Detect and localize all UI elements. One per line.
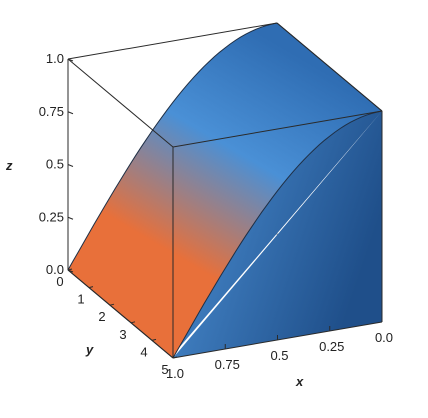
x-axis-title: x xyxy=(295,374,304,389)
x-tick-label: 1.0 xyxy=(166,366,184,381)
box-edge xyxy=(276,22,383,112)
z-tick-label: 0.0 xyxy=(46,262,64,277)
z-tick xyxy=(67,216,74,220)
y-tick xyxy=(67,268,73,271)
y-tick-label: 0 xyxy=(56,274,63,289)
surface xyxy=(67,22,383,359)
x-tick-label: 0.0 xyxy=(375,330,393,345)
z-tick xyxy=(67,58,74,62)
y-tick-label: 4 xyxy=(140,344,147,359)
x-tick-label: 0.5 xyxy=(270,348,288,363)
y-tick xyxy=(130,321,136,324)
z-axis-title: z xyxy=(5,158,13,173)
y-tick-label: 2 xyxy=(98,309,105,324)
y-tick xyxy=(88,286,94,289)
box-edge xyxy=(67,22,278,60)
surface-back-ridge xyxy=(67,22,278,271)
z-tick-label: 0.5 xyxy=(46,157,64,172)
x-tick-label: 0.25 xyxy=(319,339,344,354)
y-axis-title: y xyxy=(85,342,94,357)
z-tick xyxy=(67,111,74,115)
y-tick xyxy=(151,338,157,341)
z-axis: 0.0 0.25 0.5 0.75 1.0 xyxy=(39,51,74,277)
z-tick xyxy=(67,164,74,167)
z-tick-label: 0.25 xyxy=(39,209,64,224)
y-tick xyxy=(172,356,178,359)
surface-front-ridge xyxy=(172,110,383,359)
x-axis: 1.0 0.75 0.5 0.25 0.0 xyxy=(166,317,393,381)
box-edge xyxy=(172,110,383,148)
box-edge xyxy=(67,269,174,359)
box-edge xyxy=(67,58,174,148)
y-tick-label: 5 xyxy=(161,362,168,377)
z-tick xyxy=(67,269,74,273)
y-tick-label: 1 xyxy=(77,292,84,307)
z-tick-label: 1.0 xyxy=(46,51,64,66)
x-tick-label: 0.75 xyxy=(215,357,240,372)
y-tick-label: 3 xyxy=(119,327,126,342)
z-tick-label: 0.75 xyxy=(39,104,64,119)
surface-front-face xyxy=(173,111,382,358)
y-tick xyxy=(109,303,115,306)
surface-top xyxy=(68,23,382,358)
